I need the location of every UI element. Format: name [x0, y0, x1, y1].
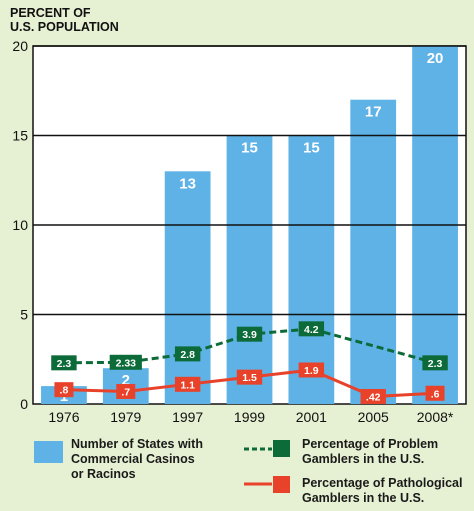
legend-problem-line-1: Percentage of Problem: [302, 437, 439, 451]
problem-marker-2008*: [422, 355, 448, 371]
legend-pathological-line-1: Percentage of Pathological: [302, 476, 463, 490]
pathological-label-1997: 1.1: [180, 379, 195, 391]
y-tick-label-10: 10: [12, 217, 28, 233]
pathological-label-1999: 1.5: [242, 372, 257, 384]
problem-marker-1999: [236, 326, 263, 342]
legend-swatch-problem: [273, 440, 290, 457]
bar-label-2008*: 20: [427, 50, 444, 67]
y-tick-label-15: 15: [12, 128, 28, 144]
bar-1999: [226, 135, 273, 404]
legend-swatch-casinos: [34, 441, 63, 463]
pathological-marker-1999: [236, 369, 263, 385]
problem-label-1976: 2.3: [57, 358, 72, 370]
x-tick-label-1976: 1976: [48, 409, 79, 425]
pathological-marker-2008*: [425, 385, 445, 401]
pathological-marker-1976: [54, 382, 74, 398]
legend-swatch-pathological: [273, 476, 290, 493]
problem-label-1997: 2.8: [180, 349, 195, 361]
problem-marker-1979: [109, 354, 142, 370]
bar-label-2005: 17: [365, 104, 382, 121]
pathological-marker-1979: [116, 383, 136, 399]
pathological-label-1979: .7: [121, 386, 130, 398]
y-tick-label-0: 0: [20, 396, 28, 412]
y-axis-title-line-2: U.S. POPULATION: [10, 20, 119, 34]
problem-marker-1976: [51, 355, 77, 371]
problem-series-line: [63, 327, 436, 365]
pathological-label-2008*: .6: [431, 388, 440, 400]
bar-label-1979: 2: [122, 372, 130, 389]
problem-label-1979: 2.33: [116, 357, 137, 369]
x-tick-label-2005: 2005: [358, 409, 389, 425]
pathological-label-1976: .8: [60, 385, 69, 397]
legend-label-problem: Percentage of Problem Gamblers in the U.…: [302, 437, 438, 467]
pathological-marker-2005: [360, 388, 386, 404]
problem-label-2001: 4.2: [304, 324, 319, 336]
y-tick-label-5: 5: [20, 307, 28, 323]
x-tick-label-1997: 1997: [172, 409, 203, 425]
x-tick-label-2001: 2001: [296, 409, 327, 425]
bar-1997: [164, 171, 211, 404]
legend-pathological-line-2: Gamblers in the U.S.: [302, 491, 425, 505]
problem-marker-1997: [174, 346, 201, 362]
problem-label-1999: 3.9: [242, 329, 257, 341]
bar-label-1999: 15: [241, 140, 258, 157]
legend-label-casinos: Number of States with Commercial Casinos…: [71, 437, 203, 482]
legend-casinos-line-3: or Racinos: [71, 467, 136, 481]
pathological-marker-1997: [174, 376, 201, 392]
y-axis-title-line-1: PERCENT OF: [10, 6, 91, 20]
problem-label-2008*: 2.3: [428, 358, 443, 370]
legend-casinos-line-1: Number of States with: [71, 437, 203, 451]
legend-label-pathological: Percentage of Pathological Gamblers in t…: [302, 476, 462, 506]
legend-casinos-line-2: Commercial Casinos: [71, 452, 195, 466]
bar-label-2001: 15: [303, 140, 320, 157]
pathological-marker-2001: [298, 362, 325, 378]
x-tick-label-1979: 1979: [110, 409, 141, 425]
x-tick-label-1999: 1999: [234, 409, 265, 425]
problem-marker-2001: [298, 321, 325, 337]
pathological-label-2001: 1.9: [304, 365, 319, 377]
bar-label-1997: 13: [179, 175, 196, 192]
pathological-label-2005: .42: [366, 391, 381, 403]
y-axis-title: PERCENT OF U.S. POPULATION: [10, 6, 119, 34]
legend-problem-line-2: Gamblers in the U.S.: [302, 452, 425, 466]
bar-2005: [350, 99, 397, 404]
bar-2001: [288, 135, 335, 404]
x-tick-label-2008*: 2008*: [417, 409, 454, 425]
y-tick-label-20: 20: [12, 38, 28, 54]
